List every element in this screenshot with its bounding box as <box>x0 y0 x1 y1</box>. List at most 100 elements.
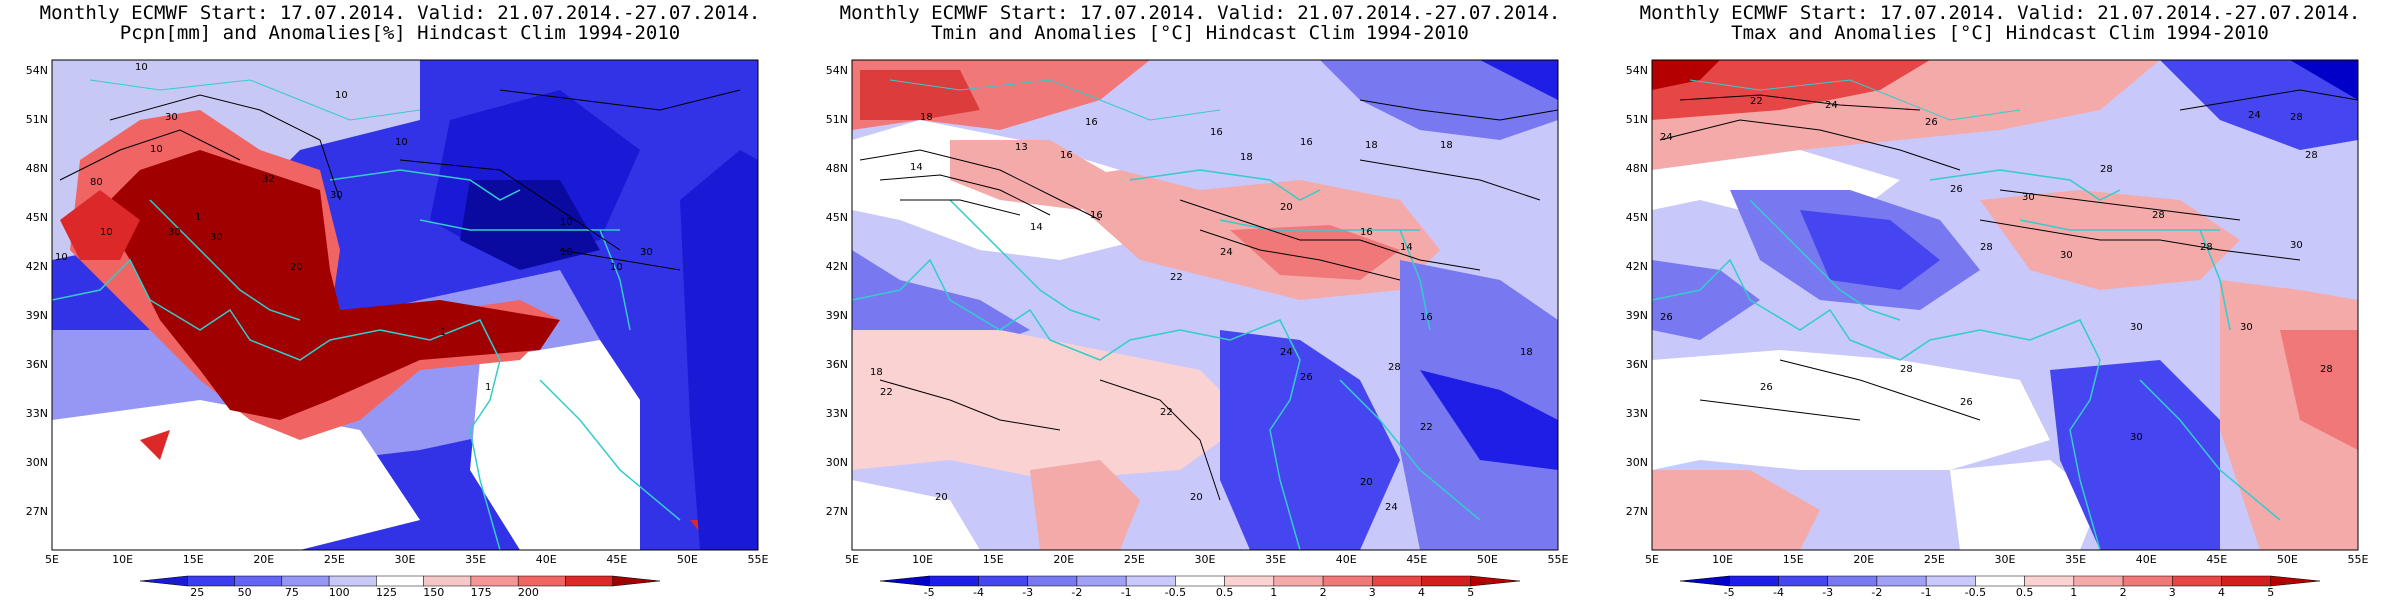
colorbar-swatch <box>1273 575 1324 587</box>
longitude-labels: 5E 10E 15E 20E 25E 30E 35E 40E 45E 50E 5… <box>1645 553 2368 566</box>
colorbar-swatch <box>879 575 930 587</box>
map-tmin: 18 16 16 18 16 13 14 16 18 18 16 14 16 1… <box>826 59 1569 599</box>
contour-label: 26 <box>1960 397 1973 408</box>
contour-label: 30 <box>2130 432 2143 443</box>
lat-label: 42N <box>26 260 48 273</box>
contour-label: 26 <box>1300 372 1313 383</box>
lon-label: 30E <box>1995 553 2016 566</box>
colorbar-label: 5 <box>1467 586 1474 599</box>
contour-label: 16 <box>1420 312 1433 323</box>
colorbar-label: -4 <box>1773 586 1784 599</box>
contour-label: 30 <box>330 190 343 201</box>
contour-labels: 22 24 26 24 28 28 24 28 30 26 28 28 30 3… <box>1660 96 2333 443</box>
lat-label: 42N <box>826 260 848 273</box>
contour-label: 10 <box>135 62 148 73</box>
lon-label: 25E <box>1124 553 1145 566</box>
contour-label: 16 <box>1090 210 1103 221</box>
contour-label: 20 <box>1280 202 1293 213</box>
colorbar <box>1679 575 2321 587</box>
lon-label: 55E <box>1548 553 1569 566</box>
colorbar-label: -0.5 <box>1165 586 1186 599</box>
colorbar <box>139 575 661 587</box>
colorbar-label: 2 <box>1320 586 1327 599</box>
colorbar-label: 2 <box>2120 586 2127 599</box>
contour-label: 14 <box>1030 222 1043 233</box>
lon-label: 55E <box>748 553 769 566</box>
lat-label: 39N <box>1626 309 1648 322</box>
lon-label: 25E <box>324 553 345 566</box>
lat-label: 48N <box>1626 162 1648 175</box>
contour-label: 24 <box>1660 132 1673 143</box>
contour-label: 24 <box>2248 110 2261 121</box>
contour-label: 18 <box>920 112 933 123</box>
colorbar-label: 3 <box>2169 586 2176 599</box>
contour-label: 16 <box>1085 117 1098 128</box>
latitude-labels: 54N 51N 48N 45N 42N 39N 36N 33N 30N 27N <box>1626 64 1648 518</box>
contour-label: 22 <box>1170 272 1183 283</box>
lon-label: 30E <box>1195 553 1216 566</box>
contour-label: 30 <box>2130 322 2143 333</box>
colorbar-label: -2 <box>1871 586 1882 599</box>
lon-label: 35E <box>2065 553 2086 566</box>
contour-label: 28 <box>2152 210 2165 221</box>
contour-label: 16 <box>1360 227 1373 238</box>
colorbar-swatch <box>1827 575 1878 587</box>
contour-label: 10 <box>560 247 573 258</box>
lat-label: 36N <box>1626 358 1648 371</box>
colorbar-swatch <box>1322 575 1373 587</box>
colorbar-label: 75 <box>285 586 299 599</box>
colorbar-swatch <box>1076 575 1127 587</box>
contour-label: 26 <box>1925 117 1938 128</box>
colorbar-swatch <box>1372 575 1422 587</box>
colorbar-swatch <box>928 575 979 587</box>
colorbar-swatch <box>1778 575 1828 587</box>
contour-label: 30 <box>640 247 653 258</box>
colorbar-swatch <box>423 575 472 587</box>
lat-label: 45N <box>1626 211 1648 224</box>
colorbar-swatch <box>1224 575 1275 587</box>
panel-title-line1: Monthly ECMWF Start: 17.07.2014. Valid: … <box>39 2 761 24</box>
contour-label: 16 <box>1060 150 1073 161</box>
contour-label: 14 <box>910 162 923 173</box>
contour-label: 28 <box>2320 364 2333 375</box>
colorbar-label: 1 <box>1270 586 1277 599</box>
lon-label: 40E <box>2136 553 2157 566</box>
colorbar-label: -5 <box>1724 586 1735 599</box>
contour-label: 1 <box>440 327 446 338</box>
contour-label: 10 <box>55 252 68 263</box>
colorbar-swatch <box>1975 575 2025 587</box>
colorbar-label: -0.5 <box>1965 586 1986 599</box>
contour-label: 26 <box>1760 382 1773 393</box>
lat-label: 45N <box>826 211 848 224</box>
panel-title-line2: Tmax and Anomalies [°C] Hindcast Clim 19… <box>1731 22 2269 44</box>
colorbar-swatch <box>2172 575 2222 587</box>
contour-label: 18 <box>1520 347 1533 358</box>
colorbar-label: 200 <box>518 586 539 599</box>
colorbar-label: 5 <box>2267 586 2274 599</box>
lat-label: 33N <box>26 407 48 420</box>
colorbar-label: 3 <box>1369 586 1376 599</box>
map-precipitation: 10 30 10 10 10 30 80 32 10 30 20 10 10 1… <box>26 59 769 599</box>
contour-labels: 10 30 10 10 10 30 80 32 10 30 20 10 10 1… <box>55 62 653 393</box>
lon-label: 20E <box>1853 553 1874 566</box>
contour-label: 32 <box>262 174 275 185</box>
contour-label: 30 <box>2290 240 2303 251</box>
lon-label: 15E <box>183 553 204 566</box>
lon-label: 10E <box>112 553 133 566</box>
colorbar-swatch <box>565 575 613 587</box>
lon-label: 15E <box>983 553 1004 566</box>
contour-label: 80 <box>90 177 103 188</box>
panel-tmax: Monthly ECMWF Start: 17.07.2014. Valid: … <box>1600 0 2400 600</box>
contour-label: 10 <box>610 262 623 273</box>
lon-label: 35E <box>465 553 486 566</box>
longitude-labels: 5E 10E 15E 20E 25E 30E 35E 40E 45E 50E 5… <box>45 553 768 566</box>
contour-label: 20 <box>935 492 948 503</box>
colorbar-label: 175 <box>471 586 492 599</box>
lat-label: 42N <box>1626 260 1648 273</box>
colorbar-swatch <box>139 575 188 587</box>
lon-label: 5E <box>45 553 59 566</box>
colorbar-swatch <box>1876 575 1927 587</box>
lat-label: 45N <box>26 211 48 224</box>
map-tmax: 22 24 26 24 28 28 24 28 30 26 28 28 30 3… <box>1626 59 2369 599</box>
lon-label: 50E <box>2277 553 2298 566</box>
